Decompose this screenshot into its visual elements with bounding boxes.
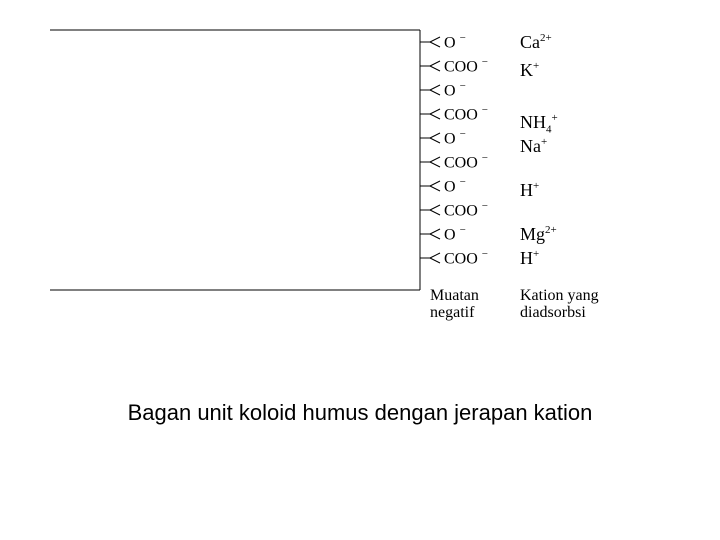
- functional-group-5: COO −: [444, 152, 488, 172]
- cation-h-6: H+: [520, 248, 539, 269]
- cation-na-3: Na+: [520, 136, 547, 157]
- cation-k-1: K+: [520, 60, 539, 81]
- functional-group-4: O −: [444, 128, 466, 148]
- functional-group-1: COO −: [444, 56, 488, 76]
- humus-colloid-diagram: O − COO − O − COO − O − COO − O − COO − O − COO −…: [30, 20, 690, 360]
- cation-mg-5: Mg2+: [520, 224, 557, 245]
- functional-group-3: COO −: [444, 104, 488, 124]
- cation-nh-2: NH4+: [520, 112, 558, 136]
- col-neg-line1: Muatan: [430, 287, 479, 304]
- caption: Bagan unit koloid humus dengan jerapan k…: [0, 400, 720, 426]
- column-label-adsorbed-cations: Kation yang diadsorbsi: [520, 288, 599, 322]
- column-label-negative-charge: Muatan negatif: [430, 288, 479, 322]
- col-cat-line2: diadsorbsi: [520, 304, 586, 321]
- functional-group-6: O −: [444, 176, 466, 196]
- functional-group-8: O −: [444, 224, 466, 244]
- cation-ca-0: Ca2+: [520, 32, 552, 53]
- functional-group-0: O −: [444, 32, 466, 52]
- cation-h-4: H+: [520, 180, 539, 201]
- col-neg-line2: negatif: [430, 304, 474, 321]
- functional-group-7: COO −: [444, 200, 488, 220]
- functional-group-9: COO −: [444, 248, 488, 268]
- functional-group-2: O −: [444, 80, 466, 100]
- col-cat-line1: Kation yang: [520, 287, 599, 304]
